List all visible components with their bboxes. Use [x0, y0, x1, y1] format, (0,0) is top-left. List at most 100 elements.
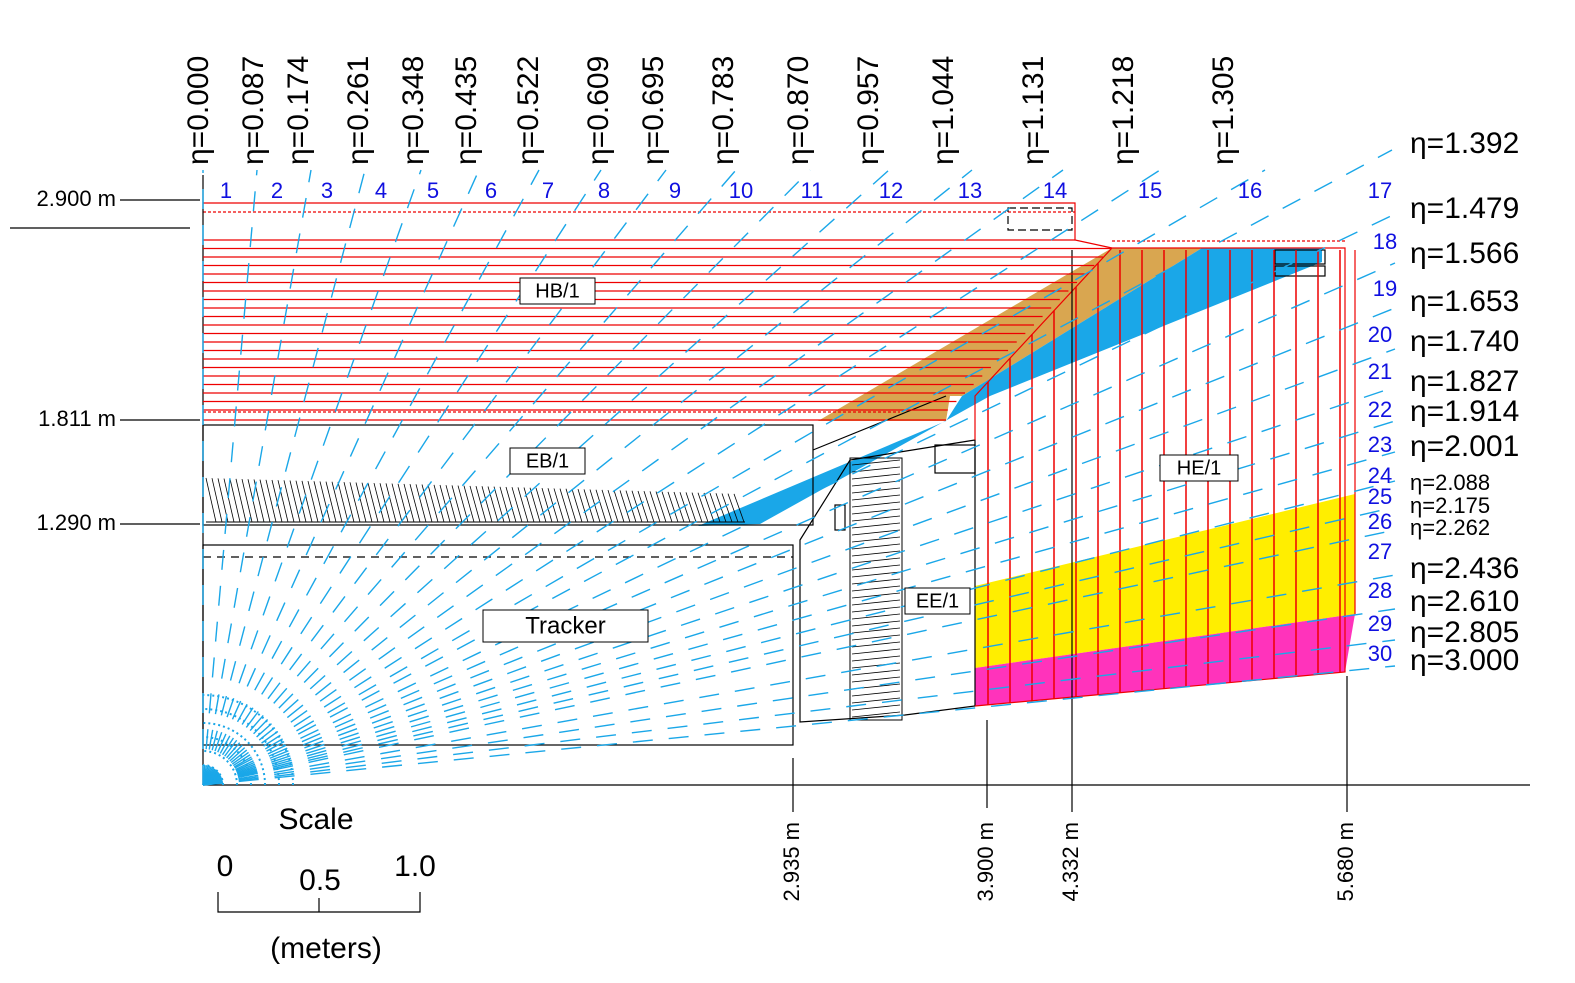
ee-box — [835, 505, 845, 530]
tower-number: 19 — [1373, 276, 1397, 301]
ee-crystal — [852, 642, 900, 647]
eta-label: η=1.392 — [1410, 127, 1519, 160]
eb-crystal — [620, 490, 630, 522]
eta-label: η=2.436 — [1410, 552, 1519, 585]
eta-ray — [203, 263, 1395, 785]
eb-crystal — [284, 480, 294, 522]
eta-label: η=1.914 — [1410, 395, 1519, 428]
eb-crystal — [572, 489, 582, 522]
tower-number: 30 — [1368, 641, 1392, 666]
ee-crystal — [852, 523, 900, 528]
ee-crystal — [852, 537, 900, 542]
hcal-diagram: η=0.000η=0.087η=0.174η=0.261η=0.348η=0.4… — [0, 0, 1575, 983]
eb-crystal — [602, 490, 612, 522]
eb-crystal — [236, 479, 246, 522]
eb-crystal — [242, 479, 252, 522]
eta-ray — [203, 170, 889, 785]
ee-crystal — [852, 691, 900, 696]
tower-number: 26 — [1368, 509, 1392, 534]
eb-crystal — [266, 480, 276, 522]
eta-label: η=1.740 — [1410, 325, 1519, 358]
tower-number: 16 — [1238, 178, 1262, 203]
tower-number: 21 — [1368, 359, 1392, 384]
eta-ray — [203, 609, 1395, 785]
eb-crystal — [308, 481, 318, 522]
eta-ray — [203, 170, 736, 785]
eta-ray — [203, 170, 972, 785]
eta-label: η=0.261 — [342, 56, 375, 165]
ee-crystal — [852, 509, 900, 514]
eb-crystal — [260, 480, 270, 522]
eb-crystal — [518, 487, 528, 522]
scale-tick-label: 1.0 — [394, 850, 436, 883]
eb-crystal — [704, 493, 714, 522]
eb-crystal — [338, 482, 348, 522]
eta-label: η=3.000 — [1410, 644, 1519, 677]
eb-crystal — [608, 490, 618, 522]
eb-crystal — [272, 480, 282, 522]
eta-label: η=1.566 — [1410, 237, 1519, 270]
tower-number: 22 — [1368, 397, 1392, 422]
eb-crystal — [698, 493, 708, 522]
eta-label: η=0.609 — [582, 56, 615, 165]
eb-crystal — [614, 490, 624, 522]
eb-crystal — [566, 489, 576, 522]
ee-crystal — [852, 502, 900, 507]
hb-outline — [203, 203, 1112, 248]
eb-crystal — [422, 484, 432, 522]
tower-number: 20 — [1368, 322, 1392, 347]
eb-crystal — [206, 478, 216, 522]
eta-label: η=0.435 — [450, 56, 483, 165]
eb-crystal — [476, 486, 486, 522]
ee-crystal — [852, 600, 900, 605]
ee-crystal — [852, 495, 900, 500]
eb-crystal — [410, 484, 420, 522]
eb-crystal — [368, 483, 378, 522]
eta-ray — [203, 170, 601, 785]
eb-crystal — [536, 488, 546, 522]
eta-label: η=0.957 — [852, 56, 885, 165]
eta-label: η=0.174 — [282, 56, 315, 165]
eb-crystal — [662, 492, 672, 522]
eta-label: η=1.479 — [1410, 192, 1519, 225]
eb-crystal — [458, 486, 468, 522]
eb-crystal — [668, 492, 678, 522]
eb-crystal — [374, 483, 384, 522]
tower-number: 13 — [958, 178, 982, 203]
eta-label: η=0.000 — [182, 56, 215, 165]
tower-number: 6 — [485, 178, 497, 203]
tower-number: 5 — [427, 178, 439, 203]
eb-crystal — [596, 490, 606, 522]
eb-crystal — [578, 489, 588, 522]
eb-crystal — [350, 482, 360, 522]
eb-crystal — [656, 492, 666, 523]
tower-number: 27 — [1368, 539, 1392, 564]
ee-crystal — [852, 621, 900, 626]
eb-crystal — [278, 480, 288, 522]
ee-crystal — [852, 656, 900, 661]
eb-crystal — [290, 481, 300, 522]
eb-crystal — [344, 482, 354, 522]
radius-label: 1.290 m — [37, 510, 117, 535]
eb-crystal — [542, 488, 552, 522]
eta-label: η=1.827 — [1410, 365, 1519, 398]
eb-crystal — [362, 483, 372, 522]
eb-crystal — [320, 481, 330, 522]
tower-number: 9 — [669, 178, 681, 203]
eb-crystal — [212, 478, 222, 522]
eb-crystal — [434, 485, 444, 522]
eta-label: η=0.695 — [637, 56, 670, 165]
tower-number: 15 — [1138, 178, 1162, 203]
ee-crystal — [852, 481, 900, 486]
ee-crystal — [852, 474, 900, 479]
eb-crystal — [644, 491, 654, 522]
tower-number: 25 — [1368, 484, 1392, 509]
tower-number: 8 — [598, 178, 610, 203]
eta-label: η=1.131 — [1017, 56, 1050, 165]
eta-label: η=2.610 — [1410, 585, 1519, 618]
eb-crystal — [686, 492, 696, 522]
ee-crystal — [852, 558, 900, 563]
eb-crystal — [386, 483, 396, 522]
region-label: HB/1 — [535, 280, 579, 302]
ee-crystal — [852, 516, 900, 521]
